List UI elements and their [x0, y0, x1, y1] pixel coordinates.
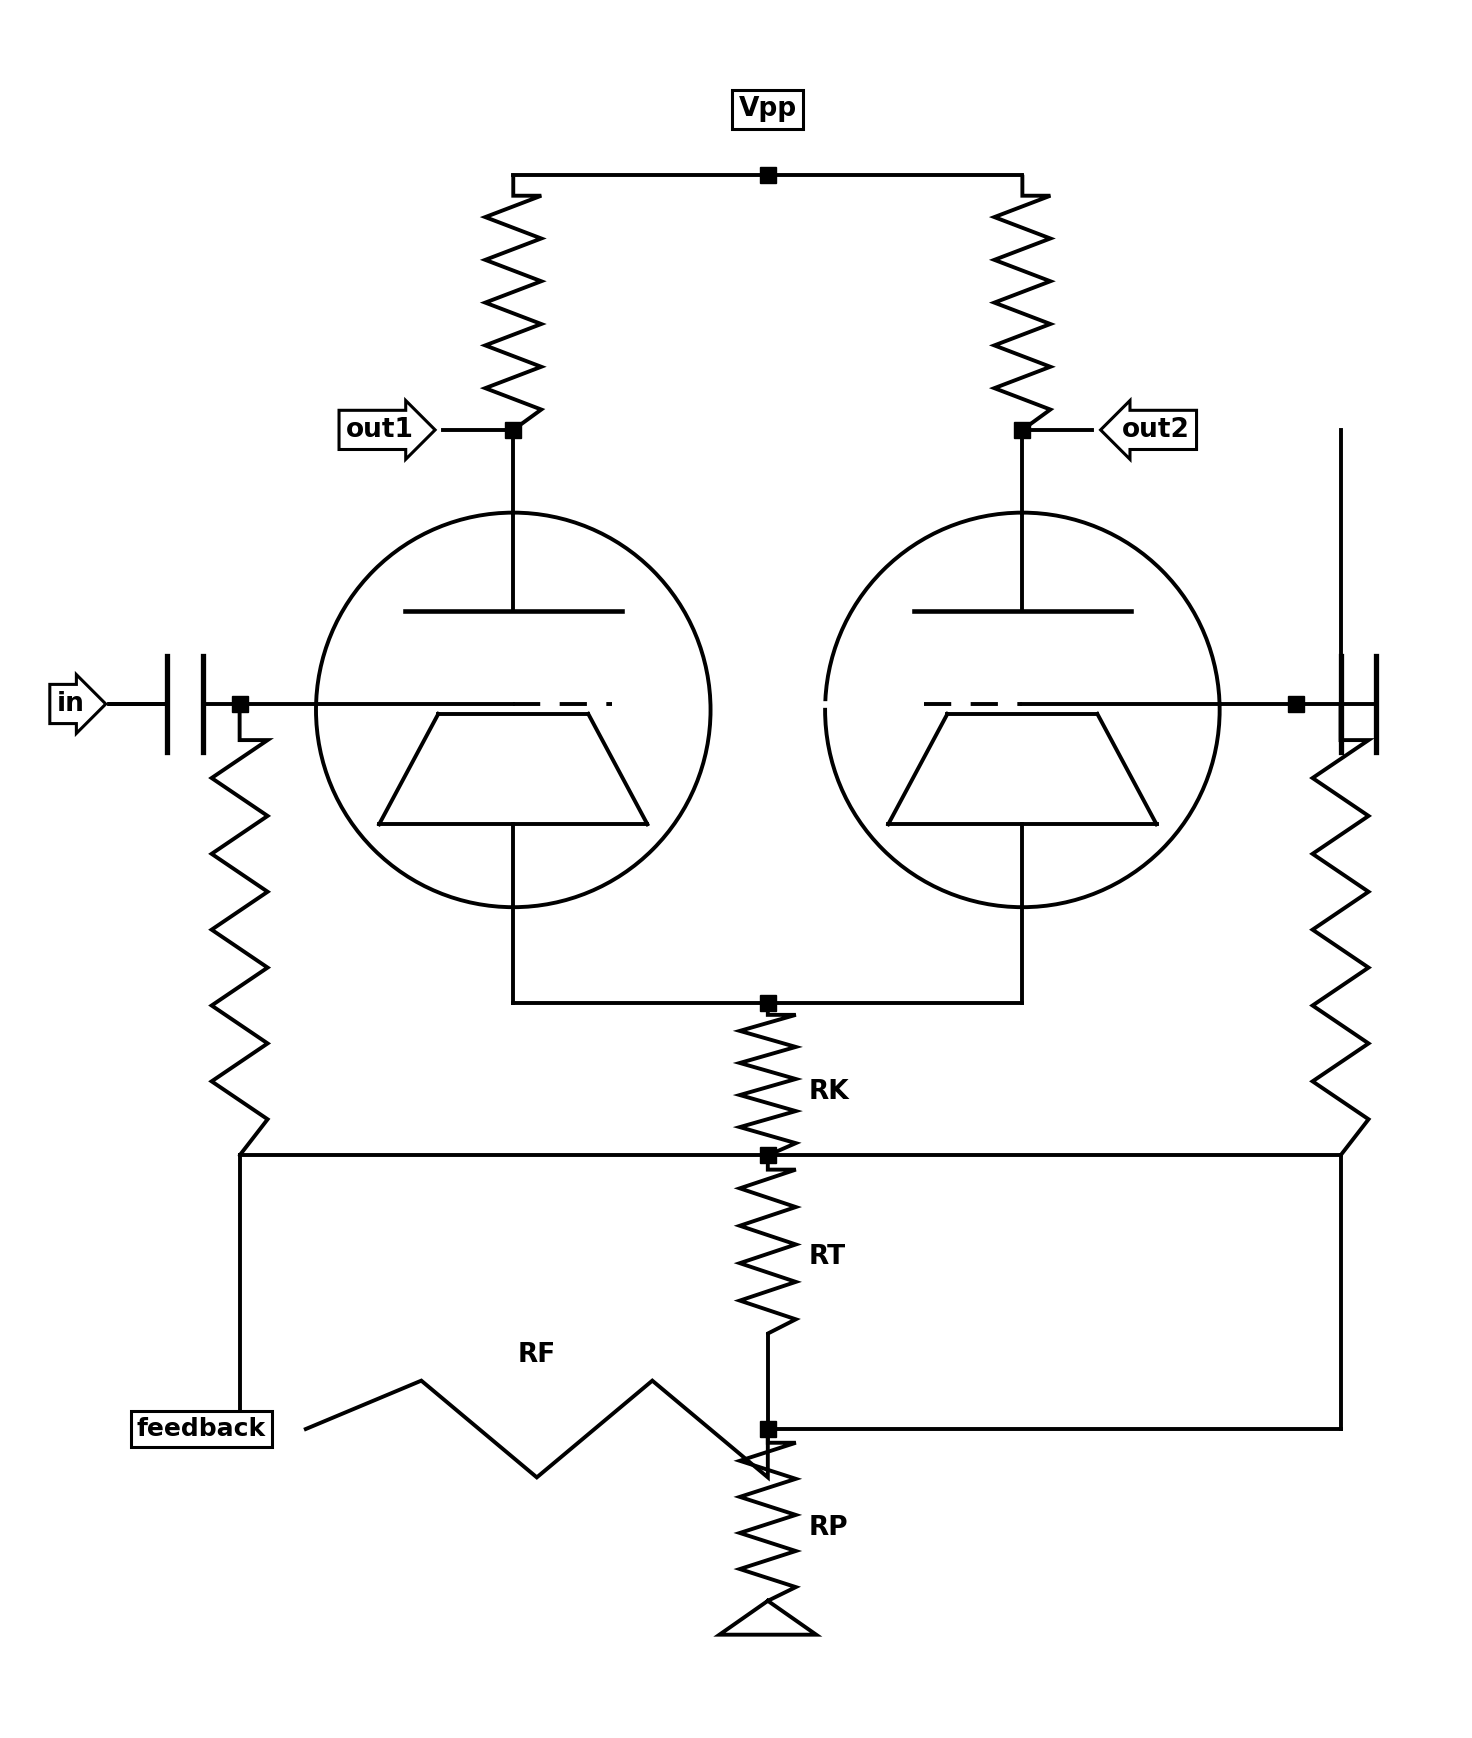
Text: RT: RT: [808, 1244, 846, 1270]
Text: RF: RF: [518, 1342, 556, 1368]
Text: in: in: [56, 692, 84, 718]
Text: Vpp: Vpp: [739, 96, 796, 122]
Text: out1: out1: [346, 417, 414, 443]
Text: out2: out2: [1122, 417, 1189, 443]
Text: feedback: feedback: [137, 1416, 266, 1441]
Text: RK: RK: [808, 1079, 849, 1105]
Text: RP: RP: [808, 1514, 848, 1540]
